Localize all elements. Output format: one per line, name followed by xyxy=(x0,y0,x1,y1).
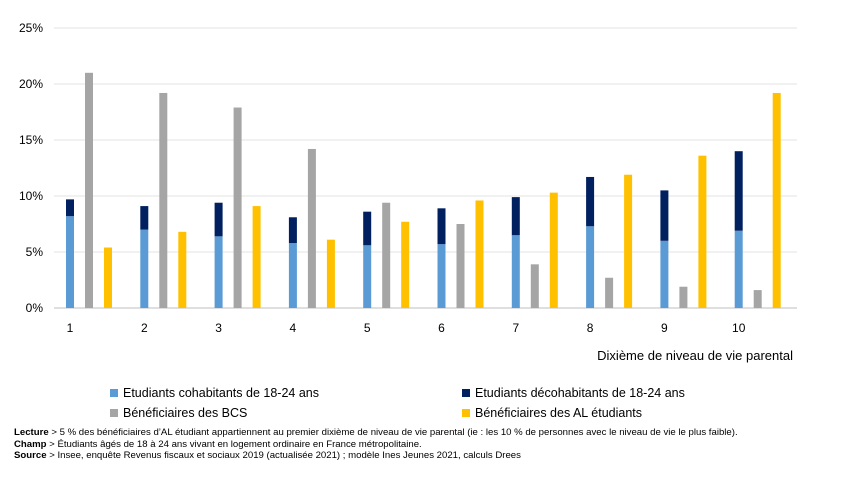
bar-al xyxy=(178,231,187,308)
legend-item-al: Bénéficiaires des AL étudiants xyxy=(462,406,642,420)
bar-cohabitants xyxy=(214,236,223,308)
bar-decohabitants xyxy=(511,197,520,236)
y-tick-label: 25% xyxy=(19,21,43,35)
chart-notes: Lecture > 5 % des bénéficiaires d’AL étu… xyxy=(14,427,844,462)
bar-cohabitants xyxy=(140,229,149,308)
x-axis-label: Dixième de niveau de vie parental xyxy=(597,348,793,363)
y-tick-label: 20% xyxy=(19,77,43,91)
legend-swatch xyxy=(110,389,118,397)
legend-swatch xyxy=(462,389,470,397)
bar-al xyxy=(104,247,112,308)
bar-al xyxy=(698,155,707,308)
x-tick-label: 3 xyxy=(215,321,222,335)
bar-bcs xyxy=(679,286,688,308)
bar-decohabitants xyxy=(363,211,372,246)
bar-cohabitants xyxy=(437,244,446,308)
x-tick-label: 2 xyxy=(141,321,148,335)
x-axis-ticks: 1 2 3 4 5 6 7 8 9 10 xyxy=(67,321,746,335)
note-label: Source xyxy=(14,450,47,462)
bar-decohabitants xyxy=(214,202,223,237)
bar-bcs xyxy=(456,224,465,308)
y-tick-label: 15% xyxy=(19,133,43,147)
x-tick-label: 4 xyxy=(290,321,297,335)
bar-al xyxy=(401,221,410,308)
x-tick-label: 7 xyxy=(512,321,519,335)
bar-cohabitants xyxy=(511,235,520,308)
x-tick-label: 1 xyxy=(67,321,74,335)
note-label: Champ xyxy=(14,438,47,450)
bar-bcs xyxy=(753,290,762,308)
bar-cohabitants xyxy=(660,240,669,308)
bar-decohabitants xyxy=(140,206,149,230)
legend-label: Etudiants cohabitants de 18-24 ans xyxy=(123,386,319,400)
bar-decohabitants xyxy=(734,151,743,231)
x-tick-label: 9 xyxy=(661,321,668,335)
bar-bcs xyxy=(382,202,391,308)
note-label: Lecture xyxy=(14,427,49,438)
bar-bcs xyxy=(605,277,614,308)
bar-al xyxy=(252,206,261,308)
bar-decohabitants xyxy=(586,176,595,227)
bar-bcs xyxy=(530,264,539,308)
y-tick-label: 10% xyxy=(19,189,43,203)
bar-al xyxy=(475,200,484,308)
bar-bcs xyxy=(159,92,168,309)
bar-al xyxy=(772,92,781,309)
legend-label: Etudiants décohabitants de 18-24 ans xyxy=(475,386,685,400)
x-tick-label: 10 xyxy=(732,321,746,335)
y-tick-label: 0% xyxy=(26,301,44,315)
y-tick-label: 5% xyxy=(26,245,44,259)
bar-al xyxy=(326,239,335,308)
legend-label: Bénéficiaires des AL étudiants xyxy=(475,406,643,420)
bar-al xyxy=(624,174,633,308)
y-axis-ticks: 0% 5% 10% 15% 20% 25% xyxy=(19,21,43,315)
note-champ: Champ > Étudiants âgés de 18 à 24 ans vi… xyxy=(14,439,844,451)
legend-label: Bénéficiaires des BCS xyxy=(123,406,248,420)
legend-swatch xyxy=(462,409,470,417)
bar-al xyxy=(549,192,558,308)
bar-decohabitants xyxy=(437,208,446,245)
note-lecture: Lecture > 5 % des bénéficiaires d’AL étu… xyxy=(14,427,844,439)
bar-cohabitants xyxy=(288,243,297,308)
bar-bcs xyxy=(307,148,316,308)
bar-bcs xyxy=(233,107,242,309)
bar-cohabitants xyxy=(734,230,743,308)
bar-decohabitants xyxy=(288,217,297,244)
note-source: Source > Insee, enquête Revenus fiscaux … xyxy=(14,450,844,462)
legend-item-cohabitants: Etudiants cohabitants de 18-24 ans xyxy=(110,386,319,400)
note-text: > Insee, enquête Revenus fiscaux et soci… xyxy=(46,450,521,462)
bars-layer xyxy=(66,72,781,309)
x-tick-label: 5 xyxy=(364,321,371,335)
bar-cohabitants xyxy=(586,226,595,308)
legend-swatch xyxy=(110,409,118,417)
bar-cohabitants xyxy=(66,216,74,308)
note-text: > 5 % des bénéficiaires d’AL étudiant ap… xyxy=(48,427,738,438)
bar-decohabitants xyxy=(660,190,669,241)
bar-bcs xyxy=(85,72,93,308)
note-text: > Étudiants âgés de 18 à 24 ans vivant e… xyxy=(46,438,422,450)
bar-cohabitants xyxy=(363,245,372,308)
x-tick-label: 6 xyxy=(438,321,445,335)
bar-chart: 0% 5% 10% 15% 20% 25% 1 2 3 4 5 6 7 8 9 10 Dixième de … xyxy=(19,21,797,363)
legend-item-bcs: Bénéficiaires des BCS xyxy=(110,406,247,420)
x-tick-label: 8 xyxy=(587,321,594,335)
bar-decohabitants xyxy=(66,199,74,217)
grid-layer xyxy=(54,27,797,309)
legend-item-decohabitants: Etudiants décohabitants de 18-24 ans xyxy=(462,386,685,400)
